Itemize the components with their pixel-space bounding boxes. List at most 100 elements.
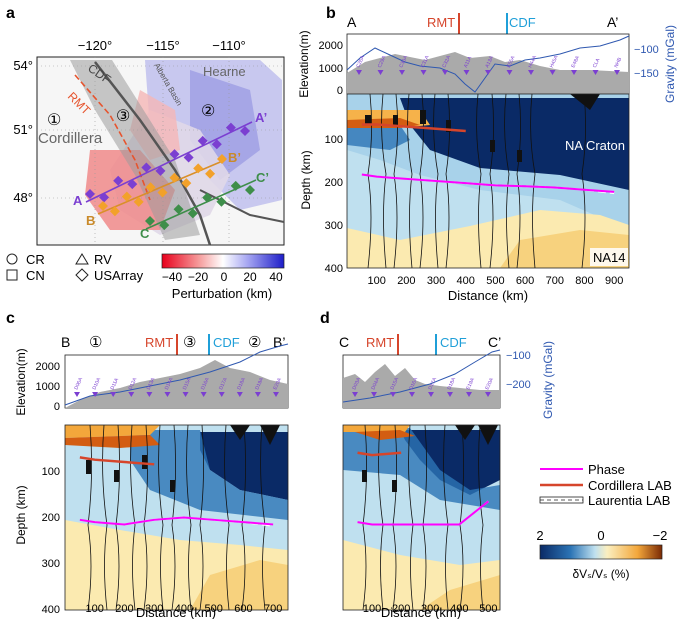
cdf-label: CDF	[213, 335, 240, 350]
gravity-curve	[342, 349, 501, 403]
station-label: NHB	[613, 56, 623, 69]
legend-cr: CR	[26, 252, 45, 267]
b-depth-tick: 300	[325, 220, 343, 232]
station-label: D17A	[218, 376, 229, 390]
station-diamond-icon	[145, 182, 156, 193]
d-section-frame	[342, 424, 501, 611]
station-triangle-icon	[377, 70, 384, 75]
cbar-tick: 40	[269, 270, 283, 284]
c-depth-tick: 300	[42, 558, 60, 570]
station-triangle-icon	[442, 70, 448, 75]
station-diamond-icon	[145, 216, 155, 226]
station-triangle-icon	[254, 392, 261, 397]
station-triangle-icon	[146, 392, 153, 397]
station-diamond-icon	[169, 172, 180, 183]
station-diamond-icon	[193, 163, 204, 174]
b-dist-label: Distance (km)	[448, 288, 528, 303]
station-triangle-icon	[182, 392, 189, 397]
station-triangle-icon	[485, 392, 491, 397]
rmt-label: RMT	[366, 335, 394, 350]
legend-usarray: USArray	[94, 268, 144, 283]
station-diamond-icon	[127, 179, 138, 190]
station-label: H45A	[549, 54, 560, 68]
distance-tick: 100	[363, 603, 381, 615]
cbar-tick: 0	[221, 270, 228, 284]
gravity-curve	[346, 35, 630, 93]
distance-tick: 100	[368, 275, 386, 287]
station-triangle-icon	[399, 70, 405, 75]
lon-tick: −115°	[146, 38, 180, 53]
b-depth-label: Depth (km)	[299, 150, 313, 209]
c-elev-tick: 2000	[36, 361, 60, 373]
b-grav-tick: −150	[634, 68, 659, 80]
station-diamond-icon	[173, 204, 184, 215]
diamond-marker-icon	[75, 268, 89, 282]
label-province-1: ①	[47, 112, 61, 129]
vs-tick: 2	[536, 528, 543, 543]
profile-start: A	[347, 14, 357, 30]
province-2: ②	[248, 334, 261, 351]
station-triangle-icon	[549, 70, 556, 75]
b-distance-ticks: 100 200 300 400 500 600 700 800 900	[368, 275, 624, 287]
station-label: D15A	[182, 376, 193, 390]
d-station-labels: D03A D04A D15A D16A D17A D18A E19A E20A	[351, 376, 495, 397]
station-triangle-icon	[614, 70, 620, 75]
station-diamond-icon	[157, 187, 168, 198]
distance-tick: 900	[605, 275, 623, 287]
distance-tick: 300	[421, 603, 439, 615]
label-province-2: ②	[201, 103, 215, 120]
station-diamond-icon	[216, 196, 227, 207]
lon-tick: −120°	[78, 38, 112, 53]
elevation-profile	[65, 360, 288, 408]
station-diamond-icon	[181, 178, 192, 189]
c-section	[65, 424, 288, 611]
station-label: D15A	[389, 376, 400, 390]
distance-tick: 100	[86, 603, 104, 615]
station-label: D17A	[427, 376, 438, 390]
cbar-label: Perturbation (km)	[172, 286, 272, 301]
b-depth-tick: 100	[325, 134, 343, 146]
station-triangle-icon	[352, 392, 358, 397]
station-diamond-icon	[197, 135, 208, 146]
c-elev-tick: 1000	[36, 381, 60, 393]
station-triangle-icon	[74, 392, 80, 397]
station-label: E48A	[570, 55, 581, 69]
province-1: ①	[89, 334, 102, 351]
c-depth-label: Depth (km)	[14, 485, 28, 544]
station-label: C26A	[355, 54, 366, 68]
rmt-label: RMT	[145, 335, 173, 350]
station-diamond-icon	[205, 168, 216, 179]
profile-end: A’	[607, 14, 618, 30]
panel-c-letter: c	[6, 310, 15, 327]
station-triangle-icon	[506, 70, 513, 75]
station-label: D13A	[146, 376, 157, 390]
distance-tick: 500	[204, 603, 222, 615]
station-label: D18A	[236, 376, 247, 390]
circle-marker-icon	[6, 253, 18, 265]
c-distance-ticks: 100 200 300 400 500 600 700	[86, 603, 283, 615]
b-section	[347, 93, 629, 269]
station-diamond-icon	[169, 149, 180, 160]
c-elev-tick: 0	[54, 401, 60, 413]
b-phase-line	[361, 173, 615, 193]
distance-tick: 700	[264, 603, 282, 615]
station-triangle-icon	[110, 392, 117, 397]
lat-tick: 54°	[13, 58, 33, 73]
station-label: D14A	[164, 376, 175, 390]
vs-colorbar: 2 0 −2 δVₛ/Vₛ (%)	[536, 528, 667, 581]
vs-label: δVₛ/Vₛ (%)	[573, 567, 630, 581]
station-label: C32A	[441, 54, 452, 68]
station-label: D18A	[446, 376, 457, 390]
distance-tick: 400	[175, 603, 193, 615]
label-profile-b2: B’	[228, 150, 241, 165]
b-elev-tick: 0	[337, 85, 343, 97]
d-grav-label: Gravity (mGal)	[541, 341, 555, 419]
c-dist-label: Distance (km)	[136, 605, 216, 619]
station-diamond-icon	[133, 196, 144, 207]
province-3: ③	[183, 334, 196, 351]
station-triangle-icon	[571, 70, 577, 75]
station-diamond-icon	[113, 175, 124, 186]
profile-start: B	[61, 334, 70, 350]
gravity-curve	[64, 343, 289, 406]
